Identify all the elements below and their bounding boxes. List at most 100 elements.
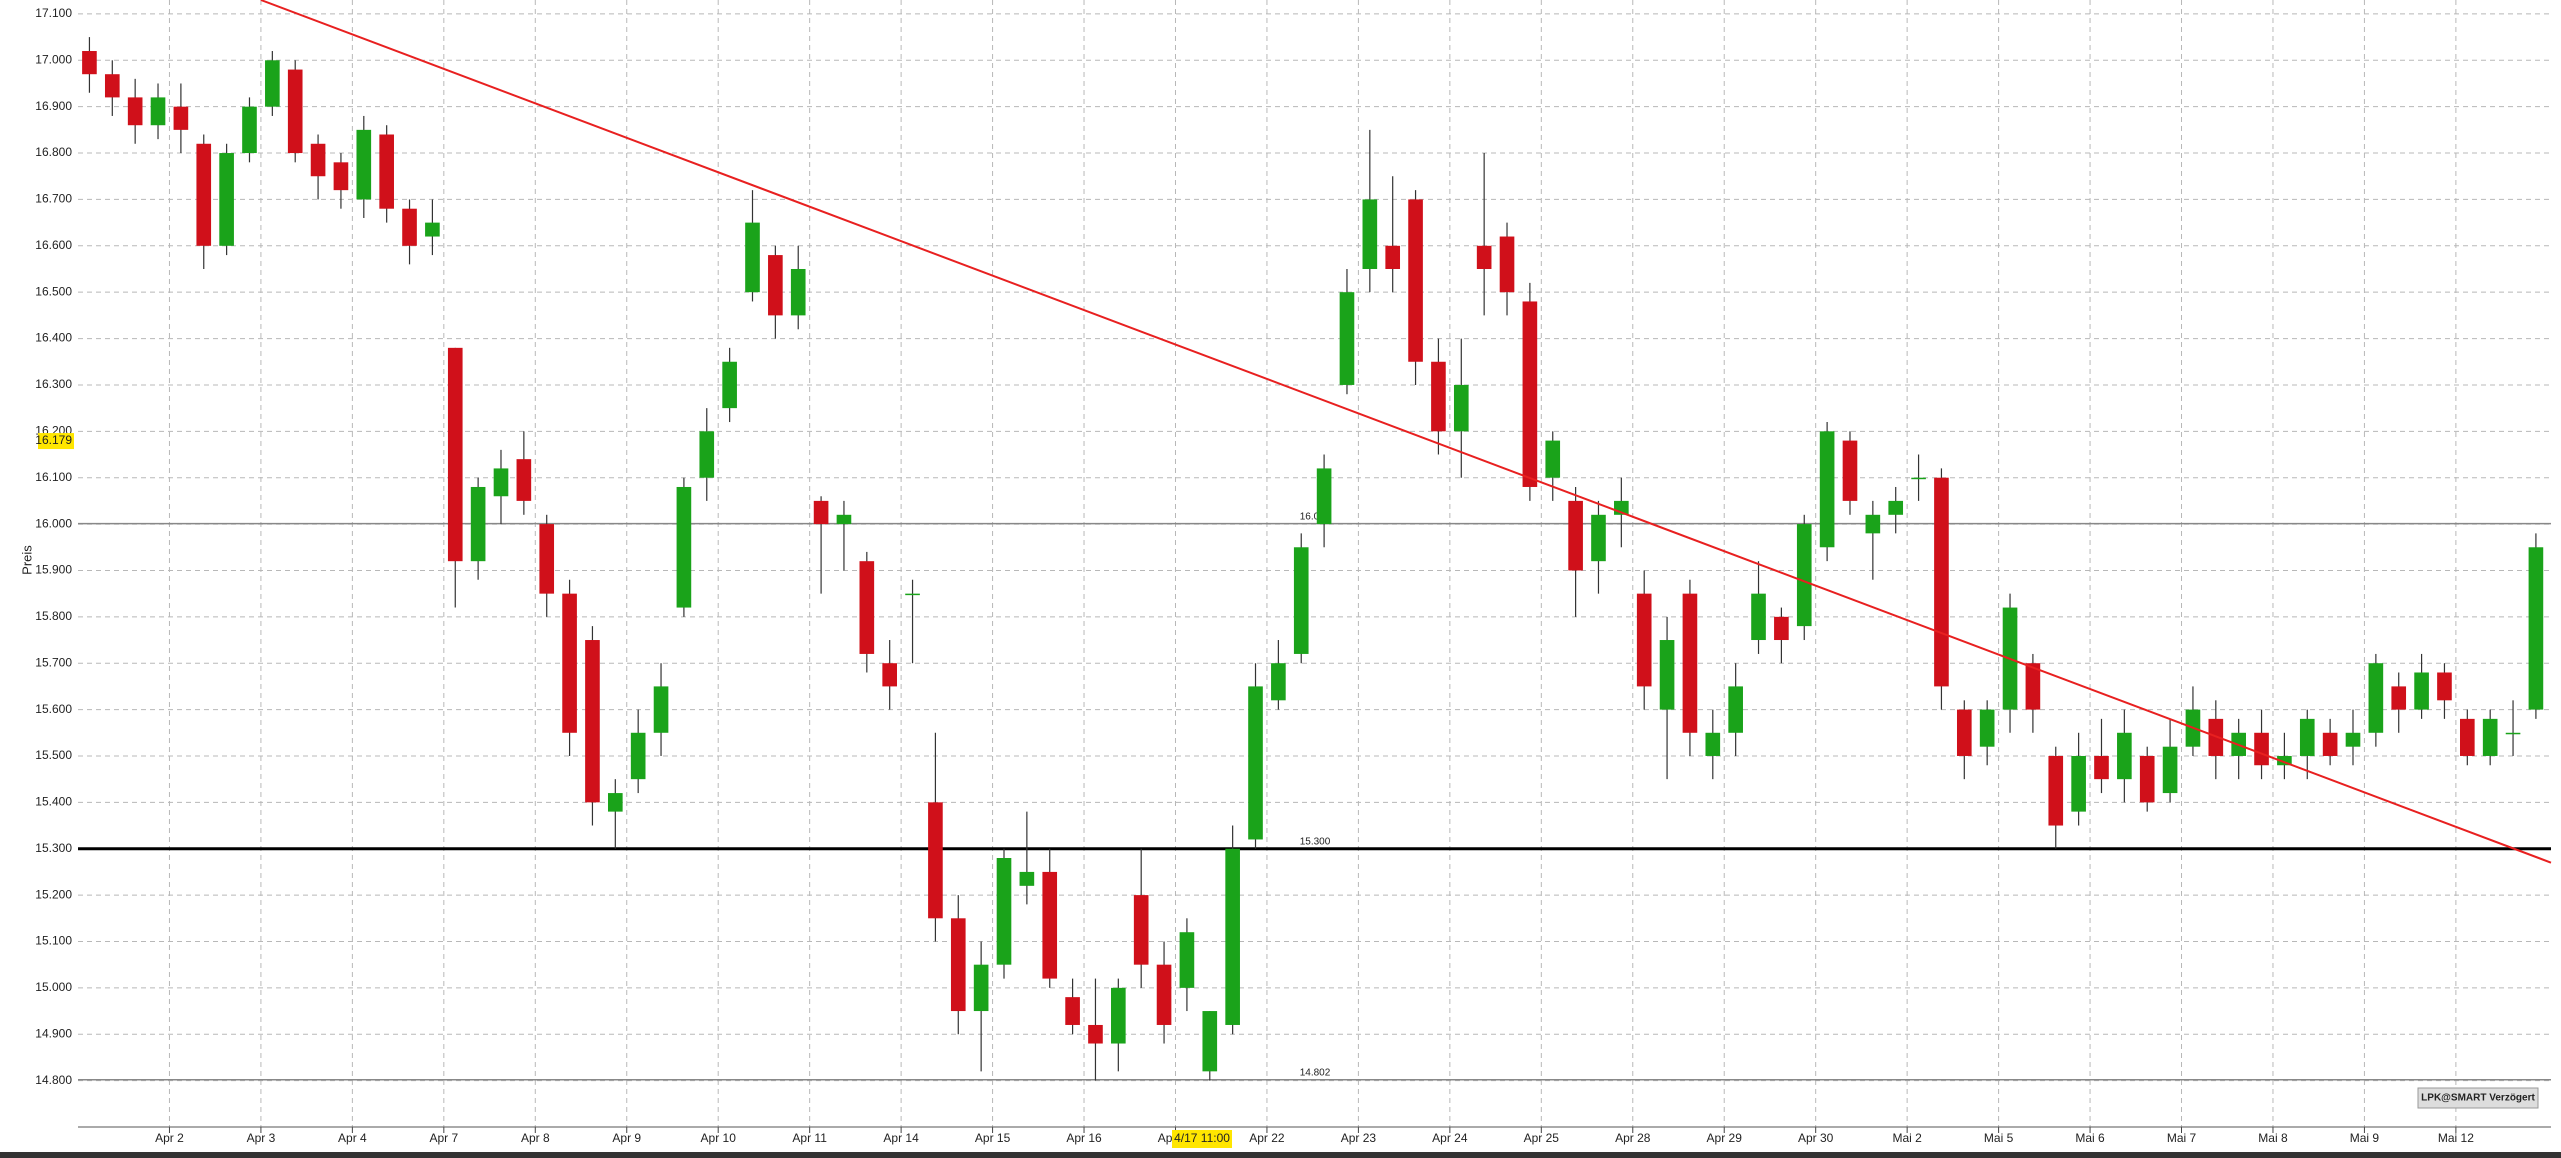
candle-body — [516, 459, 532, 501]
x-tick-label: Apr 15 — [975, 1131, 1011, 1145]
candle-body — [836, 514, 852, 525]
candle-body — [859, 561, 875, 654]
x-tick-label: Apr 11 — [792, 1131, 827, 1145]
x-tick-label: Apr 2 — [155, 1131, 184, 1145]
candle-body — [1362, 199, 1378, 269]
candle-body — [1316, 468, 1332, 525]
trendline — [260, 0, 2552, 864]
y-tick-label: 16.900 — [35, 99, 72, 113]
crosshair-label: 4/17 11:00 — [1174, 1131, 1230, 1145]
y-tick-label: 14.800 — [35, 1073, 72, 1087]
x-tick-label: Apr 30 — [1798, 1131, 1834, 1145]
x-tick-label: Mai 7 — [2167, 1131, 2197, 1145]
candle-body — [242, 106, 257, 154]
candle-body — [1568, 500, 1583, 571]
candle-body — [1591, 514, 1606, 562]
candle-body — [1453, 384, 1469, 432]
bottom-border — [0, 1152, 2561, 1158]
x-tick-label: Apr 28 — [1615, 1131, 1651, 1145]
candle-body — [82, 51, 97, 75]
x-tick-label: Apr 29 — [1707, 1131, 1743, 1145]
candle-body — [996, 858, 1012, 965]
candle-body — [1271, 663, 1286, 701]
candle-body — [1476, 245, 1492, 269]
crosshair-box — [1172, 1130, 1233, 1148]
candle-body — [745, 222, 760, 293]
candle-body — [1293, 547, 1309, 654]
candle-body — [2254, 732, 2269, 766]
candle-body — [2460, 718, 2475, 756]
y-tick-label: 16.700 — [35, 192, 72, 206]
x-tick-label: Apr 16 — [1066, 1131, 1102, 1145]
candle-body — [950, 918, 966, 1012]
candle-body — [2094, 755, 2109, 780]
candle-body — [104, 74, 120, 98]
candle-body — [2505, 732, 2521, 735]
candle-body — [1065, 997, 1080, 1025]
candle-body — [2322, 732, 2338, 756]
candle-body — [2299, 718, 2315, 756]
y-tick-label: 16.800 — [35, 145, 72, 159]
candle-body — [1888, 500, 1904, 515]
candle-body — [1202, 1011, 1218, 1072]
y-tick-label: 15.700 — [35, 655, 72, 669]
candle-body — [219, 153, 234, 246]
x-tick-label: Apr 7 — [429, 1131, 458, 1145]
candle-body — [699, 431, 715, 478]
candle-body — [379, 134, 394, 209]
candle-body — [928, 802, 943, 919]
x-tick-label: Mai 8 — [2258, 1131, 2288, 1145]
candle-body — [630, 732, 646, 780]
y-tick-label: 15.300 — [35, 841, 72, 855]
y-tick-label: 16.000 — [35, 516, 72, 530]
candle-body — [813, 500, 829, 525]
footer-box — [2417, 1087, 2539, 1109]
x-tick-label: Apr 25 — [1524, 1131, 1560, 1145]
candle-body — [2117, 732, 2132, 780]
candle-body — [1819, 431, 1835, 548]
candle-body — [1522, 301, 1538, 487]
candle-body — [127, 97, 143, 126]
candle-body — [905, 593, 920, 596]
candle-body — [882, 663, 897, 687]
candle-body — [1705, 732, 1721, 756]
candle-body — [973, 964, 989, 1012]
y-tick-label: 15.100 — [35, 934, 72, 948]
candle-body — [1019, 871, 1035, 886]
candle-body — [1225, 848, 1240, 1025]
x-tick-label: Apr 8 — [521, 1131, 550, 1145]
candle-body — [265, 60, 280, 107]
candle-body — [196, 143, 212, 246]
x-tick-label: Apr 14 — [883, 1131, 919, 1145]
candle-body — [1842, 440, 1858, 501]
candle-body — [425, 222, 440, 237]
candle-body — [2345, 732, 2361, 747]
candle-body — [1339, 292, 1355, 385]
candle-body — [562, 593, 577, 733]
candle-body — [539, 524, 555, 594]
candle-body — [470, 486, 486, 562]
x-tick-label: Mai 2 — [1892, 1131, 1922, 1145]
x-tick-label: Apr 3 — [247, 1131, 276, 1145]
candle-body — [1545, 440, 1561, 478]
y-tick-label: 16.100 — [35, 470, 72, 484]
level-label: 14.802 — [1300, 1067, 1331, 1078]
candle-body — [2025, 663, 2041, 710]
y-tick-label: 16.500 — [35, 284, 72, 298]
candle-body — [1088, 1024, 1103, 1044]
y-axis-label: Preis — [19, 545, 34, 575]
y-tick-label: 14.900 — [35, 1026, 72, 1040]
candle-body — [2414, 672, 2429, 710]
candle-body — [1248, 686, 1263, 840]
candle-body — [585, 640, 600, 803]
candle-body — [1728, 686, 1743, 733]
price-tag — [38, 433, 74, 450]
candle-body — [2277, 755, 2292, 766]
candle-body — [2368, 663, 2384, 733]
candle-body — [1499, 236, 1515, 293]
candle-body — [356, 129, 372, 200]
candle-body — [722, 361, 737, 409]
candle-body — [1796, 524, 1812, 627]
candle-body — [768, 255, 783, 316]
